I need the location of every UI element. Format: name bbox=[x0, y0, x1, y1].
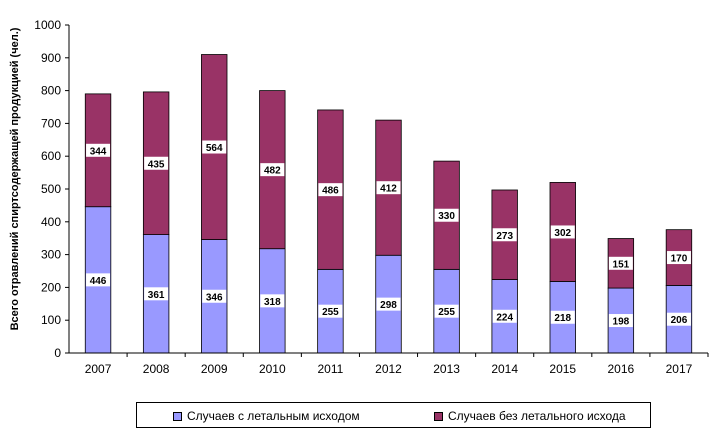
data-label-box bbox=[666, 312, 691, 326]
data-label-box bbox=[318, 304, 343, 318]
data-label: 198 bbox=[613, 317, 630, 328]
x-tick-label: 2013 bbox=[433, 362, 460, 376]
data-label-box bbox=[260, 163, 285, 177]
data-label: 346 bbox=[206, 292, 223, 303]
legend-item-fatal: Случаев с летальным исходом bbox=[173, 409, 360, 423]
y-tick-label: 0 bbox=[54, 346, 61, 360]
data-label-box bbox=[492, 228, 517, 242]
legend-swatch-fatal bbox=[173, 411, 182, 421]
data-label-box bbox=[550, 225, 575, 239]
y-tick-label: 300 bbox=[41, 248, 61, 262]
data-label: 224 bbox=[496, 312, 513, 323]
data-label: 412 bbox=[380, 184, 397, 195]
x-tick-label: 2012 bbox=[375, 362, 402, 376]
y-axis-label: Всего отравлений спиртсодержащей продукц… bbox=[9, 27, 21, 330]
y-tick-label: 1000 bbox=[34, 18, 61, 32]
data-label: 318 bbox=[264, 297, 281, 308]
data-label: 273 bbox=[496, 231, 513, 242]
data-label: 151 bbox=[613, 259, 630, 270]
x-tick-label: 2011 bbox=[318, 362, 344, 376]
data-label-box bbox=[492, 309, 517, 323]
data-label: 344 bbox=[90, 146, 107, 157]
x-tick-label: 2010 bbox=[259, 362, 286, 376]
data-label: 435 bbox=[148, 159, 165, 170]
chart: 0 100 200 300 400 500 600 700 800 900 1000 2007 2008… bbox=[9, 18, 709, 376]
legend-label-fatal: Случаев с летальным исходом bbox=[187, 409, 360, 423]
data-label-box bbox=[144, 287, 169, 301]
x-tick-label: 2016 bbox=[608, 362, 635, 376]
x-tick-label: 2015 bbox=[549, 362, 576, 376]
legend-swatch-nonfatal bbox=[434, 411, 443, 421]
data-label: 486 bbox=[322, 186, 339, 197]
data-label-box bbox=[376, 297, 401, 311]
data-label: 298 bbox=[380, 300, 397, 311]
y-tick-label: 200 bbox=[41, 280, 61, 294]
data-label-box bbox=[318, 183, 343, 197]
data-label-box bbox=[550, 310, 575, 324]
data-label-box bbox=[86, 143, 111, 157]
data-label-box bbox=[666, 251, 691, 265]
data-label: 218 bbox=[554, 313, 571, 324]
y-tick-label: 400 bbox=[41, 215, 61, 229]
data-label: 361 bbox=[148, 290, 165, 301]
legend: Случаев с летальным исходом Случаев без … bbox=[136, 402, 651, 428]
y-tick-label: 100 bbox=[41, 313, 61, 327]
y-tick-label: 800 bbox=[41, 84, 61, 98]
data-label: 482 bbox=[264, 166, 281, 177]
data-label: 206 bbox=[671, 315, 688, 326]
x-tick-label: 2014 bbox=[491, 362, 518, 376]
data-label: 255 bbox=[438, 307, 455, 318]
data-label: 255 bbox=[322, 307, 339, 318]
x-tick-label: 2017 bbox=[666, 362, 693, 376]
data-label: 170 bbox=[671, 254, 688, 265]
x-tick-label: 2009 bbox=[201, 362, 228, 376]
data-label-box bbox=[202, 289, 227, 303]
x-tick-label: 2007 bbox=[85, 362, 112, 376]
data-label-box bbox=[260, 294, 285, 308]
data-label-box bbox=[86, 273, 111, 287]
y-tick-label: 700 bbox=[41, 116, 61, 130]
data-label-box bbox=[434, 304, 459, 318]
y-tick-label: 900 bbox=[41, 51, 61, 65]
legend-label-nonfatal: Случаев без летального исхода bbox=[448, 409, 626, 423]
y-tick-label: 500 bbox=[41, 182, 61, 196]
x-tick-label: 2008 bbox=[143, 362, 170, 376]
data-label: 330 bbox=[438, 211, 455, 222]
y-tick-label: 600 bbox=[41, 149, 61, 163]
data-label: 446 bbox=[90, 276, 107, 287]
data-label-box bbox=[202, 140, 227, 154]
data-label-box bbox=[608, 256, 633, 270]
data-label: 302 bbox=[554, 228, 571, 239]
data-label-box bbox=[376, 181, 401, 195]
data-label: 564 bbox=[206, 143, 223, 154]
legend-item-nonfatal: Случаев без летального исхода bbox=[434, 409, 626, 423]
data-label-box bbox=[608, 314, 633, 328]
data-label-box bbox=[144, 156, 169, 170]
data-label-box bbox=[434, 208, 459, 222]
